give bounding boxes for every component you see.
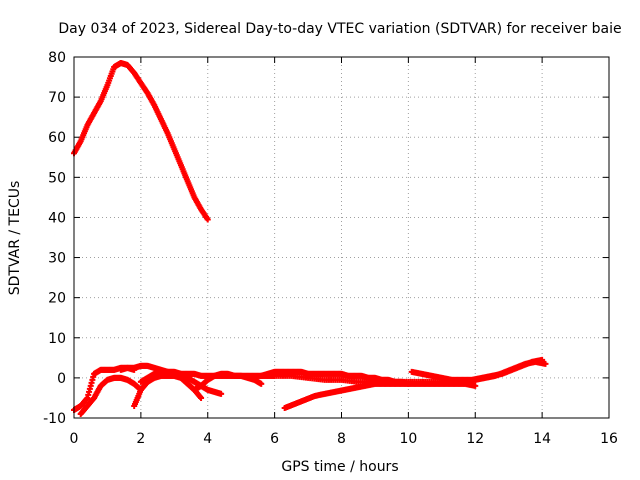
y-tick-label: 40 (48, 210, 66, 226)
grid-lines (74, 57, 609, 418)
x-tick-label: 16 (600, 431, 618, 447)
x-tick-label: 6 (270, 431, 279, 447)
x-tick-label: 10 (399, 431, 417, 447)
series-arc-low-9 (271, 372, 479, 385)
data-point (472, 382, 479, 389)
y-tick-label: 20 (48, 291, 66, 307)
chart-title: Day 034 of 2023, Sidereal Day-to-day VTE… (58, 21, 621, 37)
y-tick-label: 80 (48, 50, 66, 66)
series-arc-low-11 (472, 358, 549, 383)
data-point (198, 394, 205, 401)
series-arc-low-6 (191, 370, 265, 393)
data-point (258, 380, 265, 387)
x-tick-label: 2 (136, 431, 145, 447)
data-point (218, 390, 225, 397)
series-arc-low-7 (258, 368, 412, 387)
data-point (542, 360, 549, 367)
y-tick-label: 0 (57, 371, 66, 387)
x-tick-label: 4 (203, 431, 212, 447)
y-tick-label: 50 (48, 170, 66, 186)
x-tick-label: 12 (466, 431, 484, 447)
y-tick-label: -10 (43, 411, 66, 427)
plot-frame (73, 56, 610, 419)
y-tick-label: 70 (48, 90, 66, 106)
x-tick-label: 8 (337, 431, 346, 447)
x-tick-label: 14 (533, 431, 551, 447)
series-arc-low-8 (281, 380, 479, 411)
data-point (204, 216, 211, 223)
y-tick-label: 10 (48, 331, 66, 347)
x-axis-label: GPS time / hours (281, 459, 398, 475)
x-tick-label: 0 (70, 431, 79, 447)
series-arc-high (71, 60, 211, 223)
y-axis-label: SDTVAR / TECUs (7, 181, 23, 296)
series-arc-low-1 (71, 364, 138, 413)
data-points (71, 60, 549, 417)
y-tick-label: 60 (48, 130, 66, 146)
y-tick-label: 30 (48, 251, 66, 267)
